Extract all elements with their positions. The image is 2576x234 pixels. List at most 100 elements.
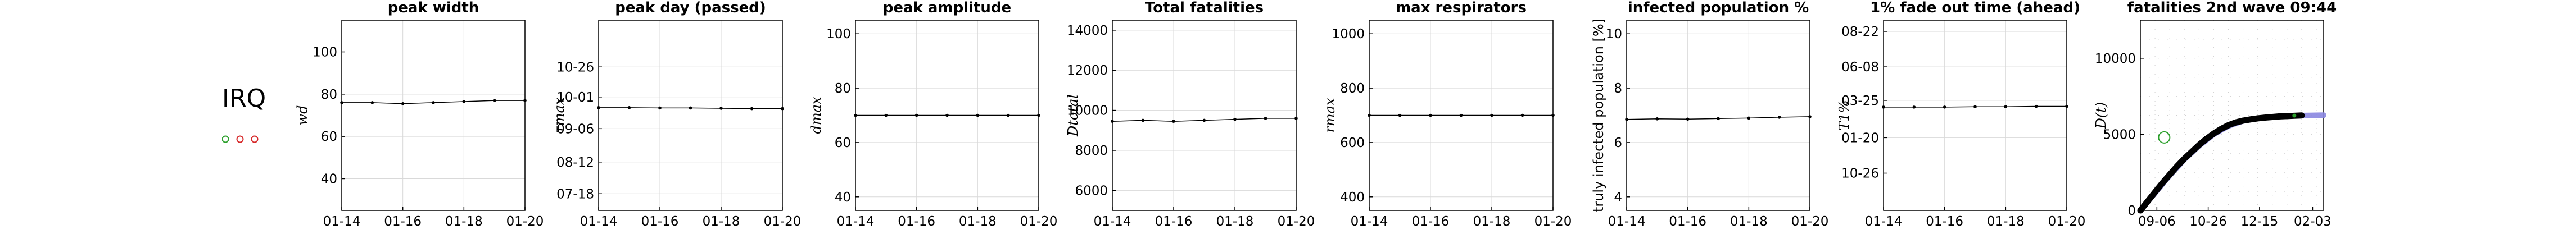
y-tick-label: 10000 <box>2095 52 2136 66</box>
data-point <box>1943 105 1946 109</box>
legend-dots <box>222 135 259 143</box>
data-point <box>1686 117 1690 121</box>
y-tick-label: 08-12 <box>556 155 594 170</box>
x-tick-label: 01-18 <box>959 214 997 229</box>
data-point <box>1233 117 1237 121</box>
x-tick-label: 01-20 <box>506 214 544 229</box>
chart-1: peak width 01-14 01-16 01-18 01-20 40 60 80 100 w… <box>295 0 544 229</box>
y-tick-label: 100 <box>826 27 851 42</box>
x-tick-label: 01-18 <box>1473 214 1511 229</box>
chart-title: 1% fade out time (ahead) <box>1870 0 2080 16</box>
observed-point <box>2167 172 2172 177</box>
y-tick-label: 07-18 <box>556 187 594 201</box>
chart-7: 1% fade out time (ahead) 01-14 01-16 01-18 0… <box>1836 0 2085 229</box>
data-point <box>781 107 784 111</box>
y-axis-label: wd <box>295 105 310 126</box>
y-tick-label: 01-20 <box>1841 131 1879 145</box>
y-axis-label: τmax <box>551 97 567 133</box>
y-tick-label: 10 <box>1606 27 1622 42</box>
chart-2: peak day (passed) 01-14 01-16 01-18 01-20 07-… <box>551 0 801 229</box>
chart-title: max respirators <box>1396 0 1527 16</box>
y-tick-label: 10-26 <box>1841 167 1879 181</box>
observed-point <box>2189 149 2194 155</box>
marker-circle <box>2158 131 2171 144</box>
y-tick-label: 40 <box>321 172 337 187</box>
data-point <box>432 101 435 104</box>
data-point <box>1625 117 1628 121</box>
y-axis-label: dmax <box>808 97 824 134</box>
observed-point <box>2181 156 2187 162</box>
data-point <box>1429 113 1432 117</box>
y-tick-label: 5000 <box>2103 127 2136 142</box>
data-point <box>1264 117 1267 120</box>
observed-point <box>2240 118 2246 123</box>
data-point <box>492 99 496 102</box>
data-point <box>1717 117 1720 121</box>
data-point <box>2065 104 2068 108</box>
axes-frame <box>598 20 783 211</box>
y-axis-label: Dtotal <box>1065 94 1081 137</box>
data-point <box>719 107 723 110</box>
marker-end-point <box>2292 113 2297 118</box>
data-point <box>401 102 405 105</box>
observed-point <box>2196 142 2202 148</box>
legend-dot-red-1 <box>236 135 244 143</box>
data-point <box>627 106 631 109</box>
data-point <box>1459 113 1463 117</box>
x-tick-label: 01-18 <box>703 214 740 229</box>
x-tick-label: 02-03 <box>2294 214 2331 229</box>
data-point <box>523 99 527 102</box>
x-tick-label: 01-20 <box>1278 214 1315 229</box>
y-tick-label: 03-25 <box>1841 94 1879 108</box>
observed-point <box>2145 199 2151 204</box>
y-tick-label: 06-08 <box>1841 60 1879 75</box>
x-tick-label: 01-20 <box>1534 214 1572 229</box>
observed-point <box>2299 113 2305 118</box>
chart-title: fatalities 2nd wave 09:44 <box>2127 0 2337 16</box>
legend-dot-red-2 <box>251 135 259 143</box>
chart-6: infected population % 01-14 01-16 01-18 01-2… <box>1591 0 1828 229</box>
data-point <box>1520 113 1524 117</box>
x-tick-label: 01-14 <box>1865 214 1903 229</box>
data-point <box>462 100 466 103</box>
x-tick-label: 10-26 <box>2189 214 2227 229</box>
observed-point <box>2284 113 2290 119</box>
data-point <box>884 113 888 117</box>
y-tick-label: 600 <box>1340 136 1365 150</box>
chart-4: Total fatalities 01-14 01-16 01-18 01-20 6000… <box>1065 0 1315 229</box>
y-tick-label: 100 <box>313 45 337 60</box>
data-point <box>370 101 374 104</box>
data-point <box>1294 117 1298 120</box>
data-point <box>1141 118 1145 122</box>
x-tick-label: 01-20 <box>764 214 802 229</box>
axes-frame <box>1112 20 1297 211</box>
x-tick-label: 01-16 <box>384 214 422 229</box>
observed-point <box>2270 114 2275 120</box>
observed-point <box>2211 131 2216 136</box>
chart-5: max respirators 01-14 01-16 01-18 01-20 400 60… <box>1322 0 1572 229</box>
x-tick-label: 01-16 <box>898 214 935 229</box>
y-axis-label: truly infected population [%] <box>1591 19 1606 212</box>
x-tick-label: 09-06 <box>2138 214 2176 229</box>
observed-point <box>2138 208 2143 213</box>
observed-point <box>2277 113 2283 119</box>
x-tick-label: 01-16 <box>1412 214 1450 229</box>
x-tick-label: 01-20 <box>1791 214 1829 229</box>
data-point <box>1490 113 1493 117</box>
x-tick-label: 01-18 <box>1216 214 1254 229</box>
y-tick-label: 800 <box>1340 81 1365 96</box>
y-axis-label: D(t) <box>2093 102 2109 130</box>
y-tick-label: 60 <box>835 136 851 150</box>
y-tick-label: 0 <box>2127 204 2136 218</box>
data-point <box>1202 118 1206 122</box>
observed-point <box>2248 117 2253 122</box>
observed-point <box>2233 120 2239 125</box>
x-tick-label: 01-16 <box>1155 214 1193 229</box>
x-tick-label: 01-14 <box>1094 214 1131 229</box>
x-tick-label: 01-16 <box>1926 214 1963 229</box>
y-tick-label: 1000 <box>1332 27 1365 42</box>
axes-frame <box>1883 20 2067 211</box>
data-point <box>1655 117 1659 121</box>
data-point <box>1398 113 1402 117</box>
y-tick-label: 6000 <box>1075 183 1108 198</box>
